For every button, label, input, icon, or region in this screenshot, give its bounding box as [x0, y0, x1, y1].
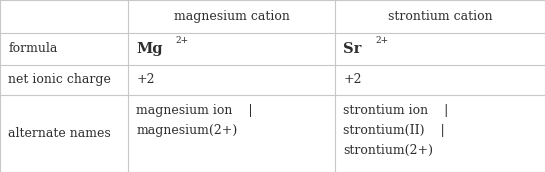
- Text: strontium(II)    |: strontium(II) |: [343, 124, 445, 137]
- Text: Mg: Mg: [136, 42, 163, 56]
- Text: formula: formula: [8, 42, 58, 55]
- Text: magnesium(2+): magnesium(2+): [136, 124, 238, 137]
- Text: net ionic charge: net ionic charge: [8, 73, 111, 87]
- Text: Sr: Sr: [343, 42, 362, 56]
- Text: +2: +2: [136, 73, 155, 87]
- Text: +2: +2: [343, 73, 362, 87]
- Text: strontium(2+): strontium(2+): [343, 144, 433, 157]
- Text: 2+: 2+: [375, 36, 388, 45]
- Text: magnesium ion    |: magnesium ion |: [136, 104, 253, 117]
- Text: alternate names: alternate names: [8, 127, 111, 140]
- Text: strontium cation: strontium cation: [388, 10, 492, 23]
- Text: magnesium cation: magnesium cation: [174, 10, 289, 23]
- Text: strontium ion    |: strontium ion |: [343, 104, 449, 117]
- Text: 2+: 2+: [175, 36, 189, 45]
